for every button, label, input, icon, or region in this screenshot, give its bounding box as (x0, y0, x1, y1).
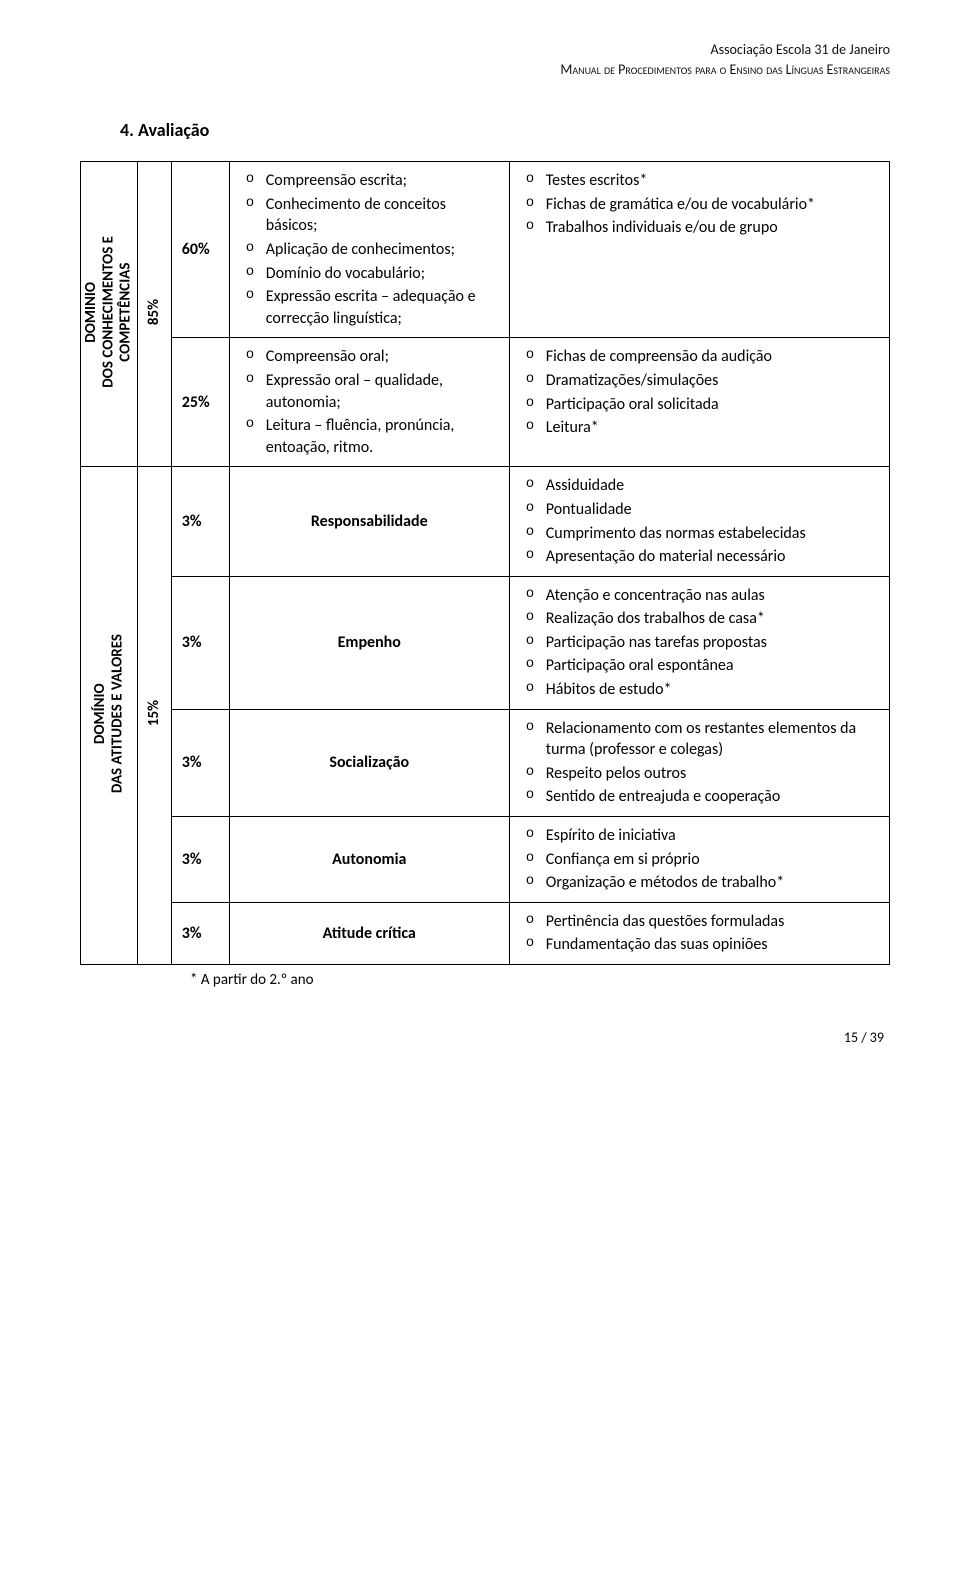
list-item: Espírito de iniciativa (524, 825, 879, 847)
bullet-list: Relacionamento com os restantes elemento… (520, 718, 879, 808)
bullet-list: Testes escritos*Fichas de gramática e/ou… (520, 170, 879, 239)
row-right: Atenção e concentração nas aulasRealizaç… (509, 576, 889, 709)
footnote: * A partir do 2.º ano (190, 971, 890, 989)
list-item: Confiança em si próprio (524, 849, 879, 871)
list-item: Hábitos de estudo* (524, 679, 879, 701)
list-item: Participação nas tarefas propostas (524, 632, 879, 654)
list-item: Participação oral espontânea (524, 655, 879, 677)
bullet-list: Compreensão escrita;Conhecimento de conc… (240, 170, 499, 329)
list-item: Apresentação do material necessário (524, 546, 879, 568)
bullet-list: Pertinência das questões formuladasFunda… (520, 911, 879, 956)
table-row: 3% Empenho Atenção e concentração nas au… (81, 576, 890, 709)
bullet-list: Fichas de compreensão da audiçãoDramatiz… (520, 346, 879, 438)
list-item: Dramatizações/simulações (524, 370, 879, 392)
bullet-list: Compreensão oral;Expressão oral – qualid… (240, 346, 499, 458)
domain2-label-cell: DOMÍNIO DAS ATITUDES E VALORES (81, 467, 138, 965)
row-right: Fichas de compreensão da audiçãoDramatiz… (509, 338, 889, 467)
list-item: Participação oral solicitada (524, 394, 879, 416)
row-left: Compreensão oral;Expressão oral – qualid… (229, 338, 509, 467)
row-right: AssiduidadePontualidadeCumprimento das n… (509, 467, 889, 576)
table-row: 3% Atitude crítica Pertinência das quest… (81, 902, 890, 964)
domain1-label-cell: DOMINIO DOS CONHECIMENTOS E COMPETÊNCIAS (81, 162, 138, 467)
row-pct: 3% (171, 817, 229, 903)
domain2-pct-cell: 15% (137, 467, 171, 965)
list-item: Compreensão oral; (244, 346, 499, 368)
bullet-list: AssiduidadePontualidadeCumprimento das n… (520, 475, 879, 567)
row-pct: 3% (171, 902, 229, 964)
row-mid: Socialização (229, 709, 509, 816)
row-mid: Atitude crítica (229, 902, 509, 964)
row-right: Espírito de iniciativaConfiança em si pr… (509, 817, 889, 903)
table-row: 25% Compreensão oral;Expressão oral – qu… (81, 338, 890, 467)
list-item: Organização e métodos de trabalho* (524, 872, 879, 894)
section-title: 4. Avaliação (120, 119, 890, 141)
list-item: Fichas de compreensão da audição (524, 346, 879, 368)
running-header: Associação Escola 31 de Janeiro Manual d… (80, 40, 890, 79)
row-pct: 3% (171, 467, 229, 576)
page: Associação Escola 31 de Janeiro Manual d… (0, 0, 960, 1086)
table-row: 3% Socialização Relacionamento com os re… (81, 709, 890, 816)
list-item: Sentido de entreajuda e cooperação (524, 786, 879, 808)
row-left: Compreensão escrita;Conhecimento de conc… (229, 162, 509, 338)
domain2-label: DOMÍNIO DAS ATITUDES E VALORES (90, 626, 129, 801)
list-item: Domínio do vocabulário; (244, 263, 499, 285)
list-item: Aplicação de conhecimentos; (244, 239, 499, 261)
row-right: Relacionamento com os restantes elemento… (509, 709, 889, 816)
row-mid: Responsabilidade (229, 467, 509, 576)
domain1-pct-cell: 85% (137, 162, 171, 467)
list-item: Fundamentação das suas opiniões (524, 934, 879, 956)
list-item: Cumprimento das normas estabelecidas (524, 523, 879, 545)
row-right: Testes escritos*Fichas de gramática e/ou… (509, 162, 889, 338)
domain1-label: DOMINIO DOS CONHECIMENTOS E COMPETÊNCIAS (81, 228, 137, 396)
table-row: 3% Autonomia Espírito de iniciativaConfi… (81, 817, 890, 903)
row-mid: Autonomia (229, 817, 509, 903)
evaluation-table: DOMINIO DOS CONHECIMENTOS E COMPETÊNCIAS… (80, 161, 890, 965)
list-item: Realização dos trabalhos de casa* (524, 608, 879, 630)
row-pct: 25% (171, 338, 229, 467)
list-item: Leitura – fluência, pronúncia, entoação,… (244, 415, 499, 458)
list-item: Pertinência das questões formuladas (524, 911, 879, 933)
list-item: Expressão escrita – adequação e correcçã… (244, 286, 499, 329)
row-right: Pertinência das questões formuladasFunda… (509, 902, 889, 964)
list-item: Fichas de gramática e/ou de vocabulário* (524, 194, 879, 216)
table-row: DOMÍNIO DAS ATITUDES E VALORES 15% 3% Re… (81, 467, 890, 576)
header-title: Manual de Procedimentos para o Ensino da… (80, 60, 890, 80)
row-pct: 3% (171, 709, 229, 816)
row-pct: 60% (171, 162, 229, 338)
list-item: Expressão oral – qualidade, autonomia; (244, 370, 499, 413)
domain2-pct: 15% (144, 692, 165, 734)
bullet-list: Espírito de iniciativaConfiança em si pr… (520, 825, 879, 894)
row-mid: Empenho (229, 576, 509, 709)
list-item: Atenção e concentração nas aulas (524, 585, 879, 607)
list-item: Relacionamento com os restantes elemento… (524, 718, 879, 761)
table-row: DOMINIO DOS CONHECIMENTOS E COMPETÊNCIAS… (81, 162, 890, 338)
page-number: 15 / 39 (80, 1029, 890, 1046)
list-item: Trabalhos individuais e/ou de grupo (524, 217, 879, 239)
domain1-pct: 85% (144, 291, 165, 333)
header-org: Associação Escola 31 de Janeiro (80, 40, 890, 60)
list-item: Respeito pelos outros (524, 763, 879, 785)
list-item: Pontualidade (524, 499, 879, 521)
bullet-list: Atenção e concentração nas aulasRealizaç… (520, 585, 879, 701)
list-item: Leitura* (524, 417, 879, 439)
list-item: Testes escritos* (524, 170, 879, 192)
list-item: Compreensão escrita; (244, 170, 499, 192)
row-pct: 3% (171, 576, 229, 709)
list-item: Conhecimento de conceitos básicos; (244, 194, 499, 237)
list-item: Assiduidade (524, 475, 879, 497)
